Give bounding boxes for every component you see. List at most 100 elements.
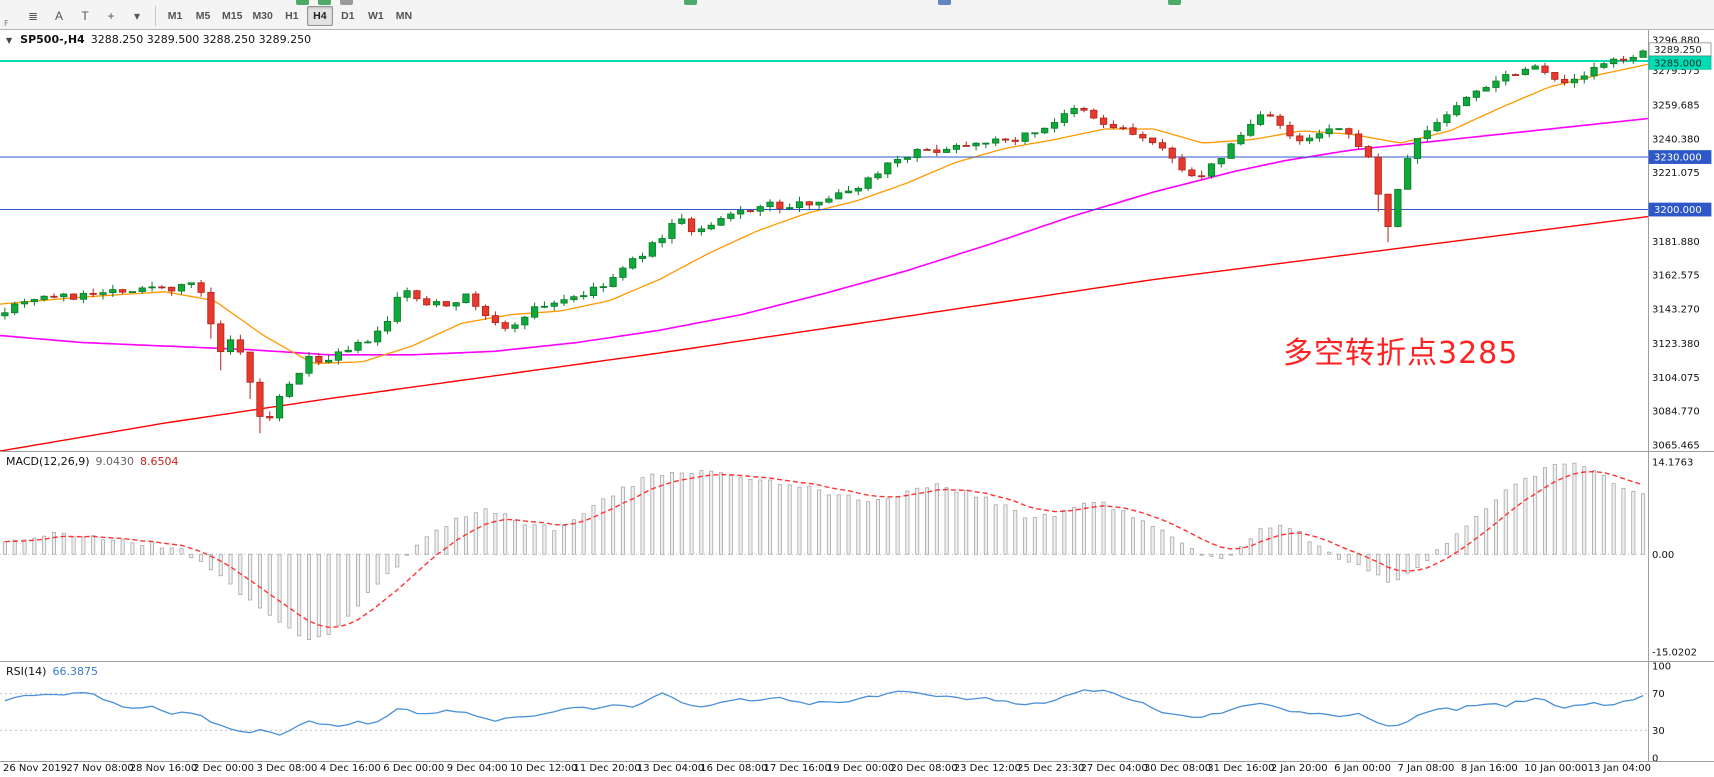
- macd-histogram-bar: [405, 553, 410, 556]
- macd-chart-canvas[interactable]: 14.1763 0.00 -15.0202: [0, 452, 1714, 661]
- macd-histogram-bar: [91, 535, 96, 555]
- candle-body: [511, 324, 519, 329]
- candle-body: [11, 303, 19, 314]
- macd-histogram-bar: [1464, 525, 1469, 555]
- candle-body: [1531, 65, 1539, 70]
- price-axis-label: 3104.075: [1652, 373, 1700, 384]
- clipped-toolbar-icon: [340, 0, 353, 5]
- macd-histogram-bar: [571, 519, 576, 555]
- timeframe-button-h4[interactable]: H4: [306, 6, 333, 26]
- candle-body: [1462, 96, 1471, 107]
- clipped-toolbar-icon: [684, 0, 697, 5]
- toolbar-f-label: F: [4, 19, 9, 28]
- ma-slow-line[interactable]: [0, 215, 1649, 451]
- candle-body: [207, 292, 215, 325]
- text-annotation-a-button[interactable]: A: [47, 6, 71, 26]
- rsi-chart-canvas[interactable]: 100 70 30 0: [0, 662, 1714, 761]
- macd-histogram-bar: [277, 553, 282, 623]
- candle-body: [226, 339, 235, 353]
- macd-indicator-panel: 14.1763 0.00 -15.0202 MACD(12,26,9) 9.0430…: [0, 452, 1714, 662]
- macd-histogram-bar: [758, 479, 763, 555]
- macd-histogram-bar: [179, 547, 184, 555]
- candle-body: [786, 207, 794, 209]
- candle-body: [217, 323, 225, 353]
- macd-histogram-bar: [1513, 483, 1518, 555]
- time-axis-label: 2 Jan 20:00: [1270, 763, 1328, 774]
- candle-body: [1, 312, 9, 317]
- hline-3285-tag-text: 3285.000: [1654, 58, 1702, 69]
- macd-histogram-bar: [1238, 546, 1243, 555]
- time-axis-label: 25 Dec 23:30: [1017, 763, 1085, 774]
- candle-body: [1629, 56, 1637, 61]
- time-axis-label: 11 Dec 20:00: [573, 763, 641, 774]
- candle-body: [30, 299, 38, 303]
- timeframe-button-m30[interactable]: M30: [248, 6, 277, 26]
- current-price-tag: [1648, 42, 1712, 57]
- timeframe-button-m1[interactable]: M1: [162, 6, 188, 26]
- candle-body: [599, 286, 607, 289]
- macd-signal-line[interactable]: [4, 470, 1644, 629]
- macd-histogram-bar: [1641, 493, 1646, 555]
- macd-histogram-bar: [875, 498, 880, 555]
- candle-body: [1011, 139, 1019, 142]
- ma-mid-line[interactable]: [0, 117, 1649, 356]
- time-axis-label: 2 Dec 00:00: [193, 763, 255, 774]
- timeframe-button-m15[interactable]: M15: [218, 6, 247, 26]
- macd-histogram-bar: [1081, 502, 1086, 555]
- candle-body: [79, 292, 87, 300]
- price-chart-canvas[interactable]: 3296.880 3279.575 3259.685 3240.380 3221.075…: [0, 30, 1714, 451]
- clipped-toolbar-icon: [938, 0, 951, 5]
- candle-body: [560, 299, 568, 304]
- macd-histogram-bar: [228, 553, 233, 585]
- macd-histogram-bar: [189, 553, 194, 559]
- macd-histogram-bar: [1297, 530, 1302, 555]
- macd-histogram-bar: [826, 494, 831, 555]
- candle-body: [1639, 50, 1647, 58]
- macd-histogram-bar: [1454, 533, 1459, 555]
- macd-histogram-bar: [562, 525, 567, 555]
- timeframe-button-h1[interactable]: H1: [278, 6, 305, 26]
- macd-histogram-bar: [385, 553, 390, 574]
- candle-body: [1590, 67, 1598, 77]
- macd-histogram-bar: [395, 553, 400, 568]
- time-axis-label: 17 Dec 16:00: [763, 763, 831, 774]
- macd-histogram-bar: [71, 536, 76, 555]
- rsi-line[interactable]: [4, 689, 1644, 736]
- hline-3230-tag: [1648, 150, 1712, 164]
- crosshair-icon[interactable]: +: [99, 6, 123, 26]
- timeframe-button-m5[interactable]: M5: [190, 6, 216, 26]
- candle-body: [805, 201, 813, 206]
- time-axis-label: 6 Jan 00:00: [1334, 763, 1392, 774]
- time-axis-label: 20 Dec 08:00: [890, 763, 958, 774]
- candle-body: [1374, 156, 1382, 195]
- timeframe-button-d1[interactable]: D1: [334, 6, 361, 26]
- candle-body: [1610, 58, 1618, 65]
- candle-body: [462, 293, 470, 304]
- timeframe-button-mn[interactable]: MN: [390, 6, 417, 26]
- text-annotation-t-button[interactable]: T: [73, 6, 97, 26]
- candle-body: [1207, 163, 1216, 177]
- windows-grid-icon[interactable]: ≣: [21, 6, 45, 26]
- hline-3285-tag: [1648, 55, 1712, 70]
- candle-body: [1149, 137, 1157, 144]
- macd-histogram-bar: [532, 524, 537, 555]
- chart-text-annotation[interactable]: 多空转折点3285: [1283, 336, 1519, 371]
- candle-body: [1325, 128, 1333, 135]
- macd-histogram-bar: [1356, 553, 1361, 565]
- time-axis-label: 4 Dec 16:00: [319, 763, 381, 774]
- timeframe-button-w1[interactable]: W1: [362, 6, 389, 26]
- candle-body: [1041, 127, 1049, 134]
- macd-histogram-bar: [424, 536, 429, 555]
- candle-body: [187, 282, 195, 285]
- macd-histogram-bar: [346, 553, 351, 617]
- candle-body: [972, 142, 980, 147]
- price-axis-label: 3221.075: [1652, 168, 1700, 179]
- draw-tools-dropdown[interactable]: ▾: [125, 6, 149, 26]
- time-axis[interactable]: 26 Nov 2019 27 Nov 08:00 28 Nov 16:00 2 Dec…: [0, 762, 1714, 777]
- macd-histogram-bar: [169, 547, 174, 555]
- macd-histogram-bar: [709, 470, 714, 555]
- candle-body: [501, 322, 509, 329]
- rsi-axis-label: 0: [1652, 754, 1658, 762]
- macd-histogram-bar: [2, 541, 7, 555]
- candle-body: [992, 138, 1000, 144]
